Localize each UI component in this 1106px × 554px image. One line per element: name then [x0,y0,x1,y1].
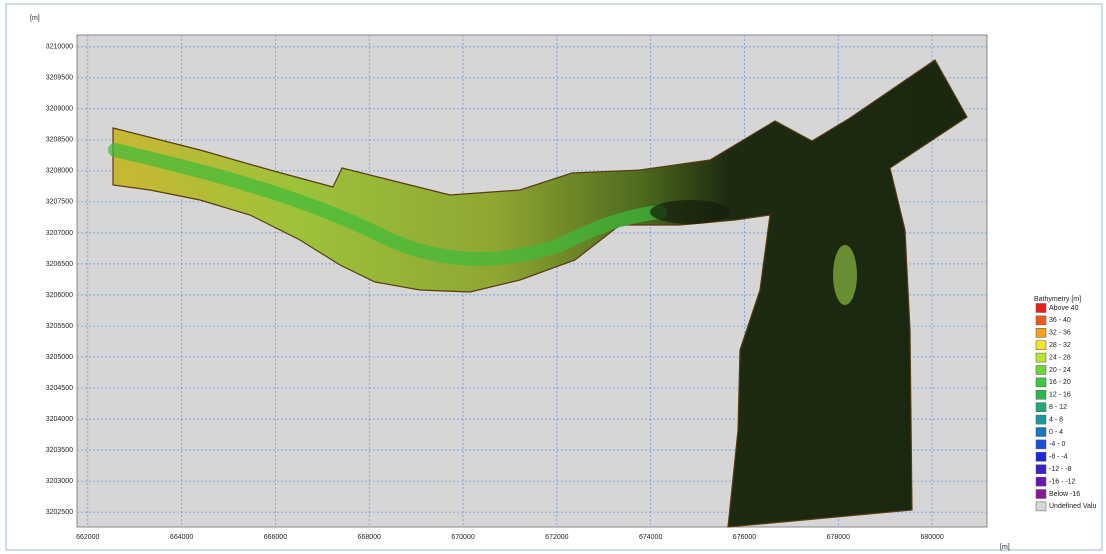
legend-title: Bathymetry [m] [1034,296,1081,303]
legend-swatch [1036,465,1046,474]
x-unit: [m] [1000,544,1010,551]
legend-label: 36 - 40 [1049,317,1071,324]
x-tick-label: 662000 [76,534,99,541]
legend-label: Undefined Valu [1049,503,1096,510]
y-tick-label: 3203000 [46,478,73,485]
legend-swatch [1036,428,1046,437]
legend-label: 20 - 24 [1049,367,1071,374]
y-tick-label: 3209500 [46,75,73,82]
legend-label: 32 - 36 [1049,330,1071,337]
x-tick-label: 674000 [639,534,662,541]
deep-area [650,200,730,224]
x-tick-label: 664000 [170,534,193,541]
legend-swatch [1036,477,1046,486]
y-tick-label: 3206000 [46,292,73,299]
y-tick-label: 3208000 [46,168,73,175]
legend-swatch [1036,490,1046,499]
y-tick-label: 3205000 [46,354,73,361]
legend-label: Below -16 [1049,491,1080,498]
legend-swatch [1036,316,1046,325]
y-tick-label: 3204000 [46,416,73,423]
legend-swatch [1036,403,1046,412]
legend-swatch [1036,378,1046,387]
legend-label: -12 - -8 [1049,466,1072,473]
x-tick-label: 672000 [545,534,568,541]
y-tick-label: 3210000 [46,44,73,51]
legend-label: 12 - 16 [1049,392,1071,399]
y-tick-label: 3208500 [46,137,73,144]
shoal [833,245,857,305]
legend-label: 4 - 8 [1049,416,1063,423]
legend-swatch [1036,452,1046,461]
legend-swatch [1036,390,1046,399]
x-tick-label: 670000 [451,534,474,541]
y-tick-label: 3203500 [46,447,73,454]
legend-swatch [1036,304,1046,313]
y-tick-label: 3207500 [46,199,73,206]
y-tick-label: 3204500 [46,385,73,392]
y-unit: [m] [30,15,40,22]
legend-label: Above 40 [1049,305,1079,312]
legend-label: 28 - 32 [1049,342,1071,349]
legend-label: 8 - 12 [1049,404,1067,411]
y-tick-label: 3206500 [46,261,73,268]
legend-label: 0 - 4 [1049,429,1063,436]
legend-swatch [1036,415,1046,424]
map-view: [m] [m] Bathymetry [m] 662000 664000 66600… [0,0,1106,554]
y-tick-label: 3202500 [46,509,73,516]
legend-swatch [1036,353,1046,362]
x-tick-label: 676000 [733,534,756,541]
y-tick-label: 3205500 [46,323,73,330]
x-tick-label: 678000 [827,534,850,541]
legend-swatch [1036,328,1046,337]
legend-label: -16 - -12 [1049,478,1076,485]
legend-label: 16 - 20 [1049,379,1071,386]
x-tick-label: 666000 [264,534,287,541]
legend-label: -4 - 0 [1049,441,1065,448]
x-tick-label: 680000 [920,534,943,541]
legend-label: -8 - -4 [1049,454,1068,461]
y-tick-label: 3209000 [46,106,73,113]
x-tick-label: 668000 [358,534,381,541]
legend-swatch [1036,366,1046,375]
legend-swatch [1036,440,1046,449]
legend-label: 24 - 28 [1049,354,1071,361]
legend-swatch [1036,502,1046,511]
y-tick-label: 3207000 [46,230,73,237]
legend-swatch [1036,341,1046,350]
